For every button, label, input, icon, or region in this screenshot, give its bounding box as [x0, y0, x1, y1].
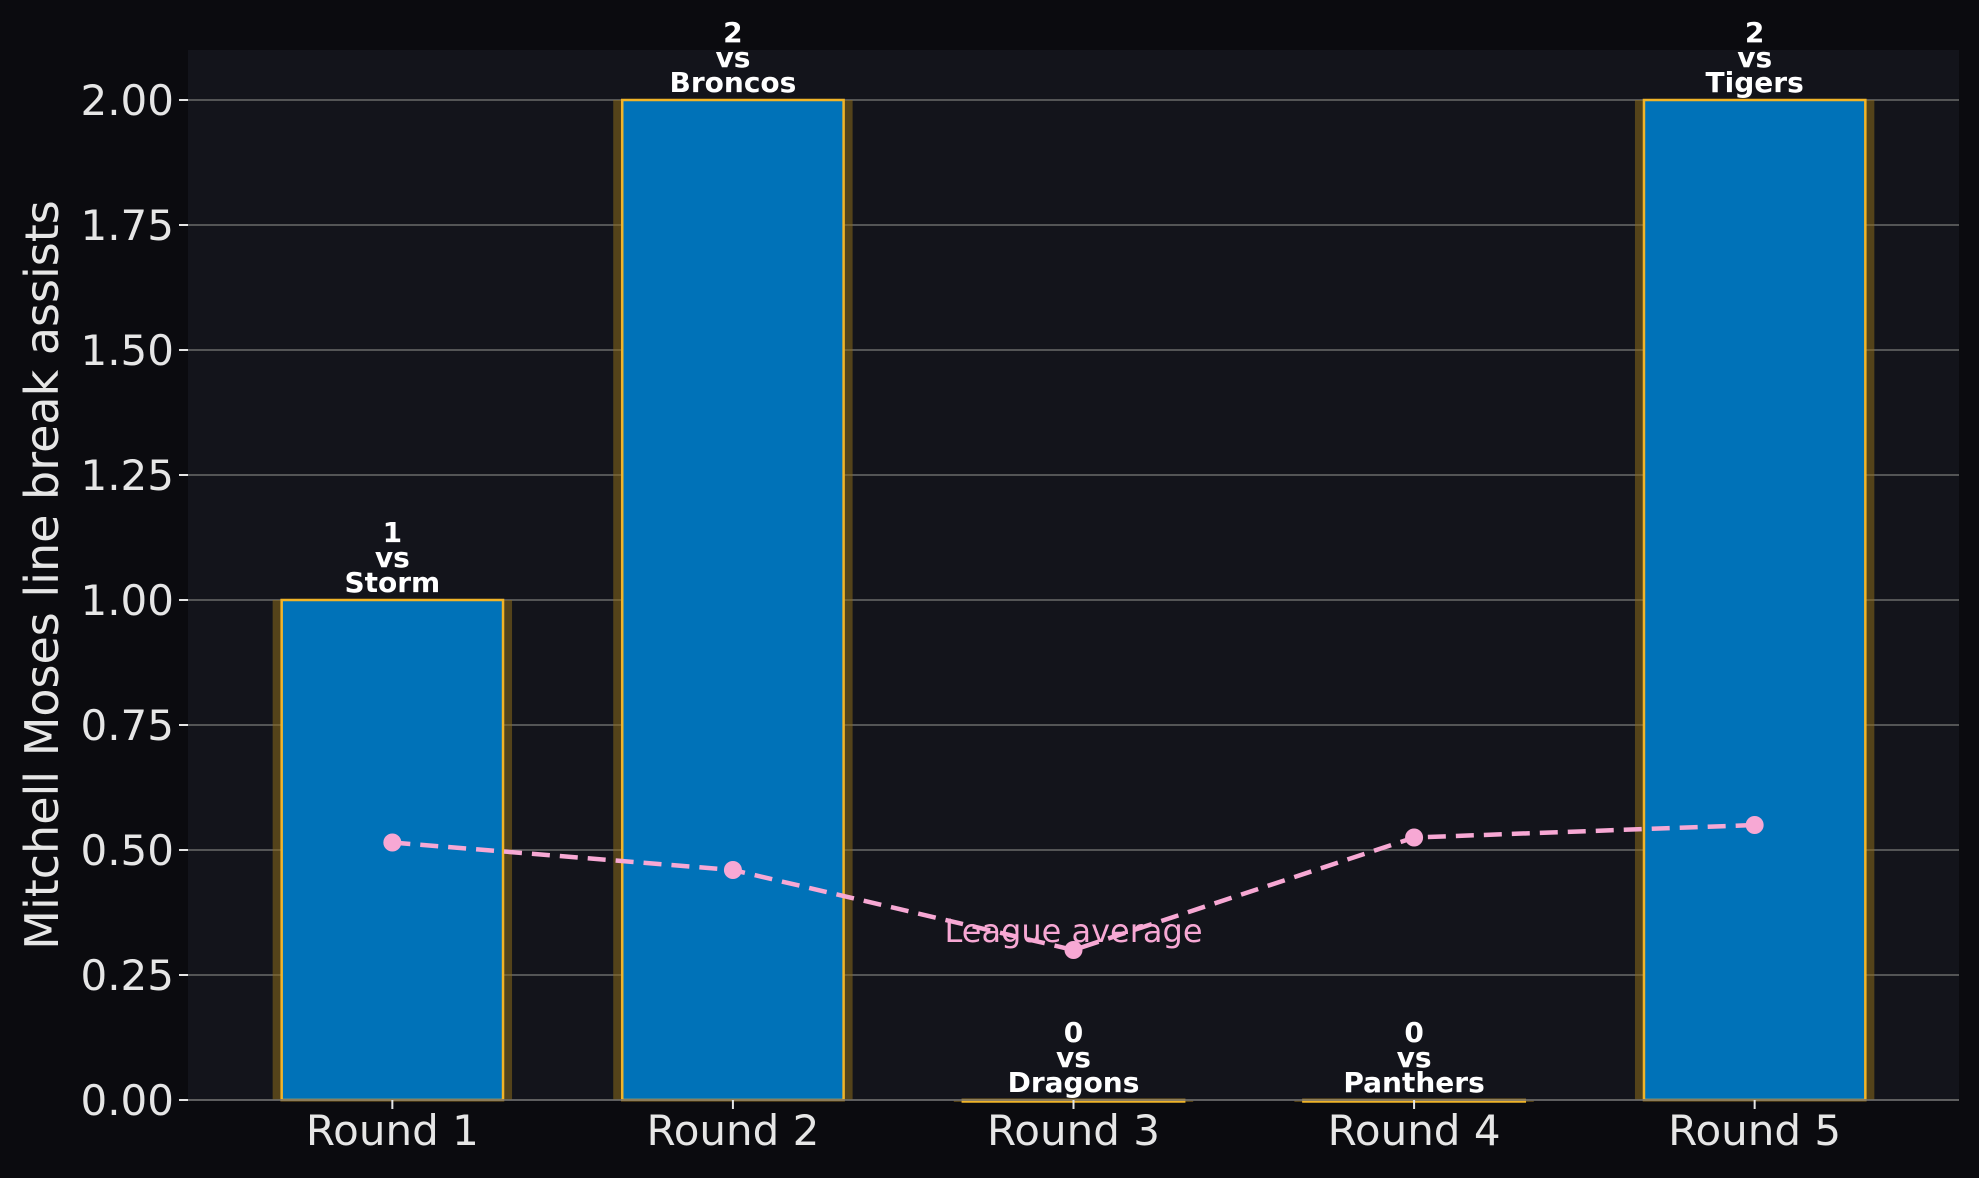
bar-label-line: vs: [375, 541, 410, 574]
league-average-line: League average: [383, 816, 1764, 959]
league-average-point: [1405, 828, 1424, 847]
bar-label-line: 2: [723, 16, 742, 49]
league-average-series-line: [392, 822, 1755, 953]
bar-label-line: 1: [383, 516, 402, 549]
y-tick-label: 0.75: [80, 701, 174, 750]
y-tick-label: 1.75: [80, 201, 174, 250]
y-tick-label: 0.25: [80, 951, 174, 1000]
bar-labels: 1vsStorm2vsBroncos0vsDragons0vsPanthers2…: [344, 16, 1803, 1099]
bar-label-line: 0: [1064, 1016, 1083, 1049]
axes: 0.00 0.25 0.50 0.75 1.00 1.25 1.50 1.75 2.00 Roun…: [80, 76, 1959, 1155]
bar-label-line: Tigers: [1706, 66, 1804, 99]
league-average-label: League average: [944, 912, 1202, 950]
x-tick-label: Round 1: [306, 1106, 479, 1155]
bar-label-line: vs: [1737, 41, 1772, 74]
league-average-point: [723, 861, 742, 879]
y-axis-label: Mitchell Moses line break assists: [15, 200, 69, 949]
league-average-point: [1745, 816, 1764, 834]
x-tick-label: Round 4: [1328, 1106, 1501, 1155]
y-tick-label: 0.00: [80, 1076, 174, 1125]
bar-label-line: Storm: [344, 566, 440, 599]
y-tick-label: 2.00: [80, 76, 174, 125]
y-tick-label: 1.00: [80, 576, 174, 625]
bar-label-line: vs: [1056, 1041, 1091, 1074]
bar-label-line: 0: [1404, 1016, 1423, 1049]
y-tick-label: 0.50: [80, 826, 174, 875]
y-tick-label: 1.25: [80, 451, 174, 500]
bar-label-line: vs: [1397, 1041, 1432, 1074]
x-tick-label: Round 2: [646, 1106, 819, 1155]
y-tick-label: 1.50: [80, 326, 174, 375]
league-average-point: [1064, 941, 1083, 959]
bar: [620, 98, 845, 1102]
bar-label-line: Panthers: [1343, 1066, 1484, 1099]
bar-label-line: Dragons: [1008, 1066, 1140, 1099]
x-tick-label: Round 3: [987, 1106, 1160, 1155]
league-average-point: [383, 833, 402, 852]
bar-label-line: Broncos: [670, 66, 797, 99]
bar-label-line: 2: [1745, 16, 1764, 49]
bar: [1642, 98, 1867, 1102]
x-tick-label: Round 5: [1668, 1106, 1841, 1155]
bar-label-line: vs: [715, 41, 750, 74]
